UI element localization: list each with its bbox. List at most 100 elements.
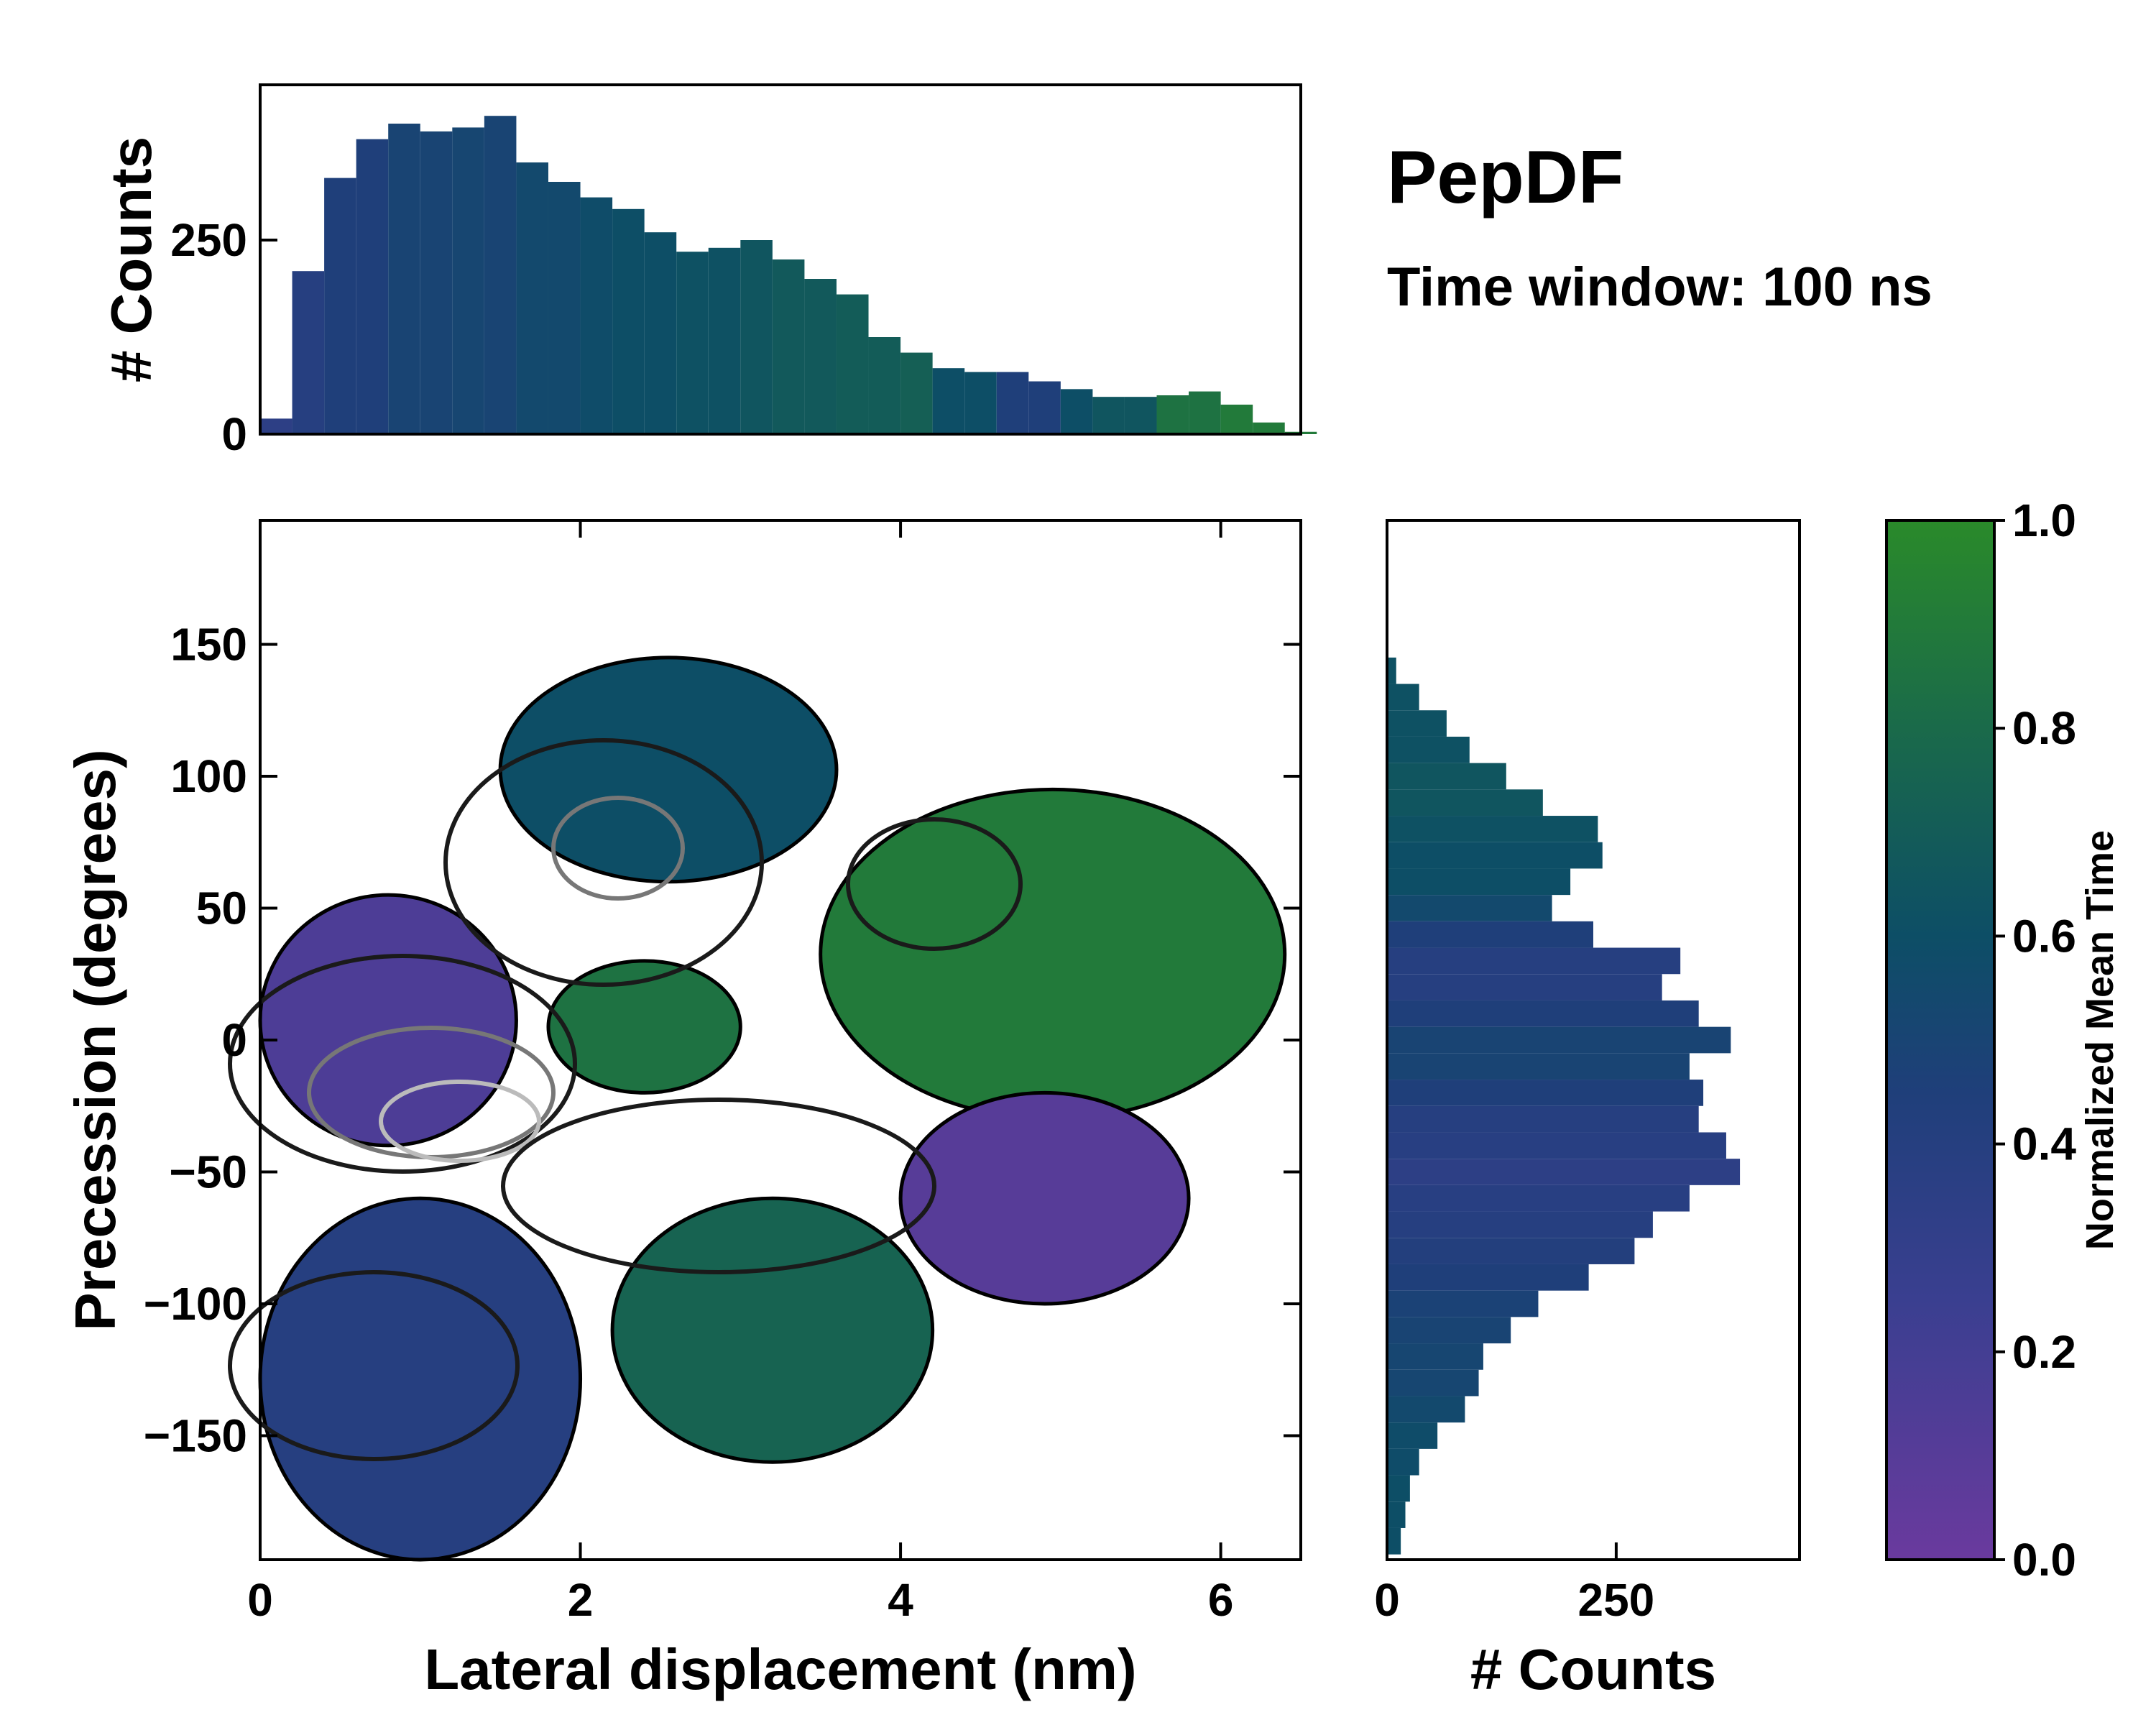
top-histogram-bar (484, 116, 517, 434)
chart-subtitle: Time window: 100 ns (1387, 257, 1932, 318)
main-ytick-label: −150 (144, 1410, 247, 1462)
heatmap-region-purple-cluster-left (258, 893, 518, 1148)
main-xlabel: Lateral displacement (nm) (424, 1637, 1136, 1701)
heatmap-region-purple-lower-right (898, 1090, 1191, 1306)
top-histogram-bar (868, 337, 901, 434)
heatmap-region-green-center (546, 959, 742, 1095)
top-histogram-bar (1156, 395, 1189, 434)
top-histogram-bar (612, 208, 645, 434)
colorbar-tick-label: 0.8 (2012, 702, 2076, 754)
top-histogram-bar (260, 418, 292, 434)
right-histogram-bar (1387, 710, 1447, 737)
right-histogram-bar (1387, 1501, 1406, 1528)
contour-1 (228, 954, 577, 1174)
right-histogram-bar (1387, 895, 1552, 921)
colorbar-tick-label: 0.2 (2012, 1326, 2076, 1378)
right-histogram-xlabel: # Counts (1470, 1637, 1716, 1701)
heatmap-region-blue-lower-left (258, 1196, 583, 1562)
main-ytick-label: −50 (169, 1146, 247, 1198)
right-histogram-bar (1387, 1369, 1479, 1397)
top-histogram-bar (804, 279, 837, 434)
right-histogram-bar (1387, 816, 1598, 842)
density-contours (228, 738, 1023, 1461)
right-histogram-bar (1387, 736, 1470, 763)
top-histogram-bar (388, 124, 420, 434)
right-histogram-bar (1387, 1317, 1511, 1344)
colorbar-tick-label: 0.6 (2012, 910, 2076, 962)
top-histogram-bar (516, 162, 548, 434)
main-ytick-label: 100 (170, 750, 247, 802)
right-histogram-bar (1387, 1000, 1699, 1027)
right-histogram-bar (1387, 1211, 1653, 1238)
main-heatmap: 0 2 4 6 150 100 50 0 −50 −100 −150 Lateral displac… (63, 519, 1302, 1701)
right-histogram-bar (1387, 763, 1506, 790)
top-histogram-bar (324, 178, 356, 434)
right-histogram-bar (1387, 1159, 1741, 1185)
right-histogram-frame (1386, 519, 1801, 1561)
right-histogram-bar (1387, 1475, 1410, 1502)
contour-8 (228, 1270, 520, 1461)
contour-7 (846, 817, 1023, 951)
right-histogram-bar (1387, 1264, 1589, 1291)
top-histogram-bar (932, 368, 965, 434)
right-histogram-bar (1387, 1053, 1690, 1080)
top-ytick-label: 250 (170, 214, 247, 266)
main-xtick-label: 2 (568, 1574, 594, 1626)
heatmap-region-green-lower-middle (610, 1196, 935, 1464)
right-histogram-bar (1387, 921, 1593, 948)
top-histogram: 0 250 # Counts (99, 83, 1317, 460)
right-histogram-bar (1387, 1080, 1704, 1106)
right-histogram-bar (1387, 1290, 1539, 1317)
top-histogram-bar (1092, 397, 1125, 434)
right-histogram-bar (1387, 868, 1571, 896)
top-histogram-bar (292, 271, 325, 434)
top-histogram-bar (644, 232, 677, 434)
top-histogram-bar (1028, 381, 1061, 434)
top-histogram-bar (964, 372, 997, 434)
right-histogram-bar (1387, 1184, 1690, 1212)
main-xtick-label: 4 (888, 1574, 913, 1626)
right-histogram-bar (1387, 789, 1543, 816)
top-histogram-bar (836, 294, 869, 434)
contour-6 (501, 1098, 936, 1274)
right-histogram-bar (1387, 1422, 1438, 1449)
top-histogram-bar (356, 139, 389, 434)
top-histogram-frame (259, 83, 1302, 436)
top-histogram-bar (996, 372, 1029, 434)
colorbar-tick-label: 1.0 (2012, 494, 2076, 546)
main-xtick-label: 6 (1208, 1574, 1234, 1626)
right-histogram-bar (1387, 1396, 1465, 1423)
top-histogram-bar (740, 240, 773, 434)
top-histogram-bar (1189, 391, 1221, 434)
right-histogram-bar (1387, 1105, 1699, 1133)
right-xtick-label: 0 (1374, 1574, 1400, 1626)
top-histogram-bar (676, 252, 709, 434)
main-ytick-label: 50 (196, 882, 247, 934)
chart-title: PepDF (1387, 136, 1623, 219)
right-histogram-bar (1387, 1238, 1635, 1264)
contour-3 (379, 1080, 541, 1163)
top-histogram-bar (580, 197, 613, 434)
right-histogram-bar (1387, 1527, 1401, 1555)
top-histogram-bar (1253, 422, 1285, 434)
main-ylabel: Precession (degrees) (63, 749, 127, 1330)
top-histogram-bar (420, 131, 453, 435)
main-ytick-label: 0 (221, 1014, 247, 1066)
heatmap-region-teal-upper-middle (498, 656, 839, 884)
colorbar: 0.0 0.2 0.4 0.6 0.8 1.0 Normalized Mean Time (1885, 494, 2122, 1586)
right-histogram-bar (1387, 1132, 1726, 1159)
right-histogram-bar (1387, 974, 1662, 1000)
top-histogram-bar (1220, 404, 1253, 434)
colorbar-tick-label: 0.4 (2012, 1118, 2076, 1170)
right-histogram-bar (1387, 842, 1603, 869)
colorbar-tick-label: 0.0 (2012, 1534, 2076, 1586)
top-histogram-ylabel: # Counts (99, 137, 163, 382)
top-histogram-bar (900, 352, 933, 434)
main-xtick-label: 0 (247, 1574, 273, 1626)
right-histogram-bar (1387, 657, 1396, 684)
heatmap-region-green-upper-right (819, 787, 1287, 1121)
right-xtick-label: 250 (1577, 1574, 1654, 1626)
main-ytick-label: −100 (144, 1278, 247, 1330)
right-histogram-bar (1387, 1448, 1419, 1476)
